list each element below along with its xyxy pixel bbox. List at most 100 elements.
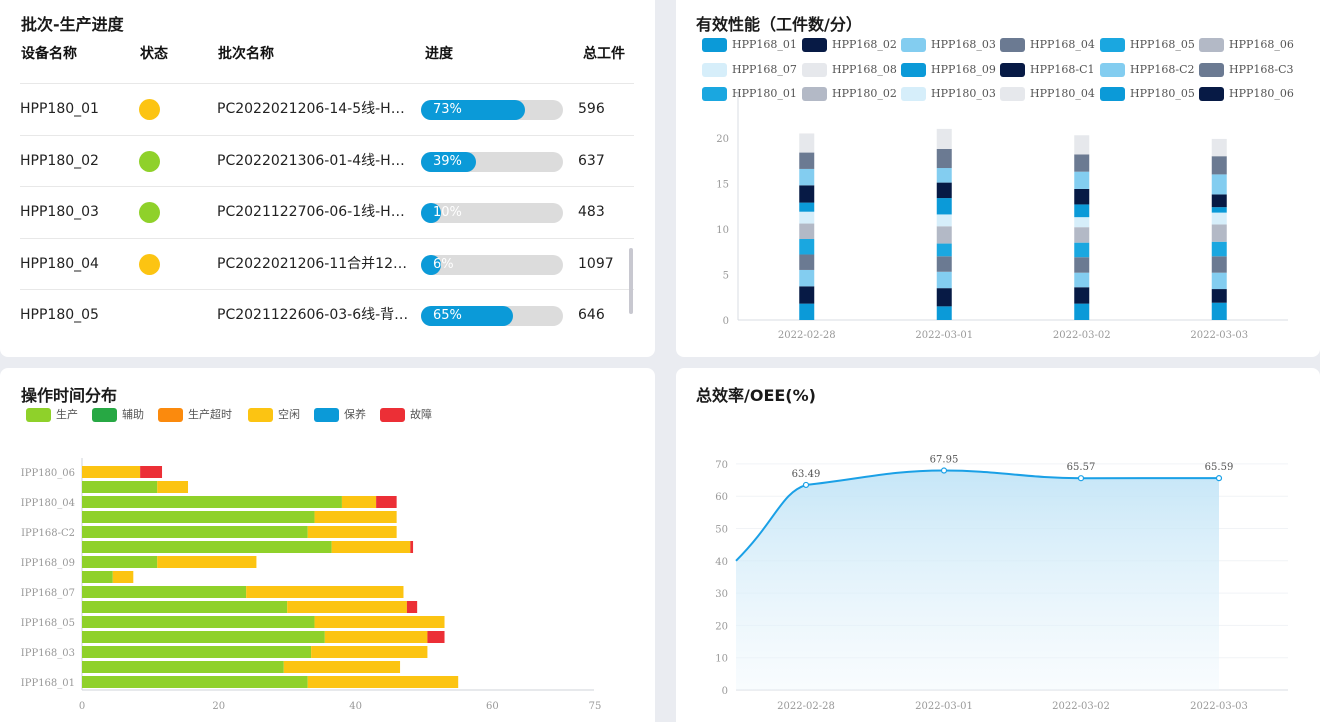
bar-segment bbox=[1211, 194, 1227, 208]
legend-label: HPP168_06 bbox=[1229, 38, 1294, 51]
bar-segment bbox=[936, 256, 952, 272]
total-count: 1097 bbox=[578, 255, 614, 272]
legend-label: HPP168_07 bbox=[732, 63, 797, 76]
y-tick-label: IPP168_03 bbox=[21, 648, 75, 659]
bar-segment bbox=[1211, 212, 1227, 225]
bar-segment bbox=[246, 586, 404, 598]
y-tick-label: 40 bbox=[715, 557, 728, 568]
performance-title: 有效性能（工件数/分） bbox=[696, 15, 862, 34]
bar-segment bbox=[82, 511, 315, 523]
bar-segment bbox=[1074, 171, 1090, 189]
legend-swatch bbox=[1100, 87, 1125, 101]
total-count: 483 bbox=[578, 204, 605, 220]
legend-swatch bbox=[314, 408, 339, 422]
legend-label: HPP180_06 bbox=[1229, 87, 1294, 100]
bar-segment bbox=[1211, 272, 1227, 290]
batch-name: PC2021122706-06-1线-H… bbox=[217, 204, 405, 220]
total-count: 646 bbox=[578, 307, 605, 323]
x-tick-label: 2022-03-01 bbox=[915, 701, 973, 712]
legend-swatch bbox=[1100, 38, 1125, 52]
bar-segment bbox=[82, 541, 332, 553]
bar-segment bbox=[1074, 272, 1090, 288]
x-tick-label: 2022-03-02 bbox=[1053, 330, 1111, 341]
legend-swatch bbox=[1000, 63, 1025, 77]
bar-segment bbox=[82, 481, 158, 493]
legend-label: HPP168-C3 bbox=[1229, 63, 1294, 76]
x-tick-label: 2022-03-03 bbox=[1190, 330, 1248, 341]
legend-label: HPP168-C1 bbox=[1030, 63, 1095, 76]
bar-segment bbox=[936, 128, 952, 149]
x-tick-label: 2022-03-02 bbox=[1052, 701, 1110, 712]
bar-segment bbox=[799, 239, 815, 255]
progress-bar: 39% bbox=[421, 151, 563, 172]
oee-point[interactable] bbox=[802, 481, 810, 489]
table-scrollbar[interactable] bbox=[629, 248, 633, 314]
table-row[interactable]: HPP180_01 PC2022021206-14-5线-H… 73% 596 bbox=[20, 83, 634, 134]
y-tick-label: IPP180_06 bbox=[21, 468, 75, 479]
legend-swatch bbox=[702, 38, 727, 52]
y-tick-label: IPP168_01 bbox=[21, 678, 75, 689]
batch-name: PC2022021206-14-5线-H… bbox=[217, 101, 405, 117]
progress-fill bbox=[421, 203, 441, 223]
bar-segment bbox=[1074, 242, 1090, 258]
x-tick-label: 2022-02-28 bbox=[777, 701, 835, 712]
legend-label: 空闲 bbox=[278, 408, 300, 421]
bar-segment bbox=[283, 661, 401, 673]
legend-swatch bbox=[901, 38, 926, 52]
progress-label: 10% bbox=[433, 205, 462, 220]
header-device: 设备名称 bbox=[21, 46, 77, 62]
oee-point[interactable] bbox=[1077, 475, 1085, 482]
oee-panel: 总效率/OEE(%) 0 10 20 30 40 50 60 70 63.49 2022-02-2… bbox=[676, 368, 1320, 722]
legend-swatch bbox=[1199, 87, 1224, 101]
x-tick-label: 0 bbox=[79, 701, 85, 712]
legend-swatch bbox=[802, 87, 827, 101]
bar-segment bbox=[799, 133, 815, 153]
bar-segment bbox=[936, 243, 952, 257]
progress-fill bbox=[421, 254, 441, 275]
table-row[interactable]: HPP180_02 PC2022021306-01-4线-H… 39% 637 bbox=[20, 134, 634, 186]
oee-point[interactable] bbox=[1215, 475, 1223, 482]
operation-time-title: 操作时间分布 bbox=[21, 386, 118, 405]
total-count: 596 bbox=[578, 101, 605, 117]
oee-chart: 0 10 20 30 40 50 60 70 63.49 2022-02-28 67.95 2022-… bbox=[715, 455, 1288, 712]
legend-label: HPP168-C2 bbox=[1130, 63, 1195, 76]
legend-label: HPP168_03 bbox=[931, 38, 996, 51]
legend-swatch bbox=[802, 63, 827, 77]
legend-swatch bbox=[802, 38, 827, 52]
x-tick-label: 75 bbox=[589, 701, 602, 712]
y-tick-label: 60 bbox=[715, 492, 728, 503]
status-dot bbox=[139, 150, 160, 172]
table-row[interactable]: HPP180_05 PC2021122606-03-6线-背… 65% 646 bbox=[20, 289, 634, 340]
batch-name: PC2022021306-01-4线-H… bbox=[217, 152, 405, 169]
operation-time-panel: 操作时间分布 生产 辅助 生产超时 空闲 保养 故障 0 20 40 60 75 IPP168_01… bbox=[0, 368, 655, 722]
oee-point[interactable] bbox=[940, 467, 948, 474]
bar-segment bbox=[1074, 287, 1090, 304]
bar-segment bbox=[799, 202, 815, 212]
bar-segment bbox=[307, 676, 459, 688]
oee-data-label: 65.59 bbox=[1205, 462, 1234, 473]
bar-segment bbox=[936, 306, 952, 320]
bar-segment bbox=[427, 631, 445, 643]
table-row[interactable]: HPP180_03 PC2021122706-06-1线-H… 10% 483 bbox=[20, 186, 634, 237]
device-name: HPP180_03 bbox=[20, 204, 99, 220]
bar-segment bbox=[936, 288, 952, 307]
y-tick-label: 50 bbox=[715, 525, 728, 536]
legend-label: 生产 bbox=[56, 408, 78, 421]
bar-segment bbox=[314, 511, 397, 523]
bar-segment bbox=[936, 148, 952, 169]
bar-segment bbox=[1211, 224, 1227, 242]
bar-segment bbox=[799, 254, 815, 270]
bar-segment bbox=[140, 466, 163, 478]
status-dot bbox=[139, 253, 160, 275]
progress-bar: 65% bbox=[421, 306, 563, 326]
legend-swatch bbox=[1000, 87, 1025, 101]
bar-segment bbox=[1211, 256, 1227, 273]
x-tick-label: 2022-03-01 bbox=[915, 330, 973, 341]
performance-panel: 有效性能（工件数/分） HPP168_01 HPP168_02 HPP168_03 H… bbox=[676, 0, 1320, 357]
table-row[interactable]: HPP180_04 PC2022021206-11合并12… 6% 1097 bbox=[20, 237, 634, 289]
bar-segment bbox=[799, 269, 815, 287]
legend-swatch bbox=[702, 87, 727, 101]
legend-label: HPP168_05 bbox=[1130, 38, 1195, 51]
legend-swatch bbox=[158, 408, 183, 422]
y-tick-label: IPP168_05 bbox=[21, 618, 75, 629]
